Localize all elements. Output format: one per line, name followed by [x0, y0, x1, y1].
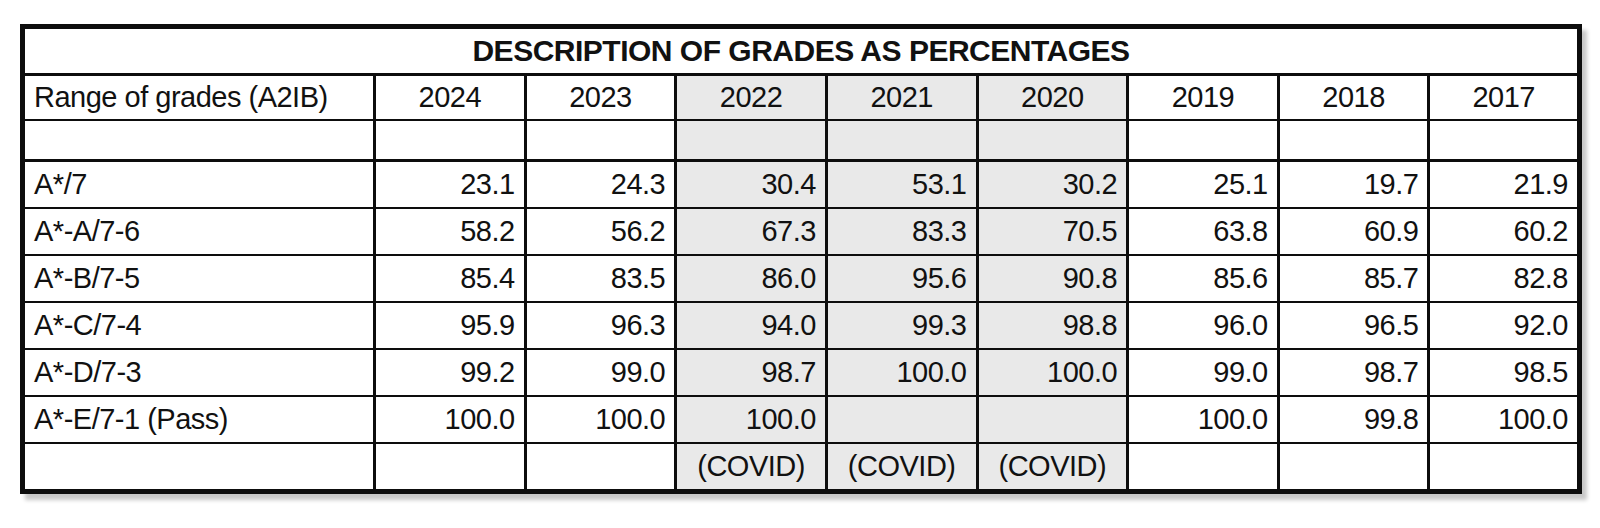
value-cell: 100.0	[375, 396, 526, 443]
value-cell: 63.8	[1128, 208, 1279, 255]
value-cell: 98.7	[676, 349, 827, 396]
value-cell	[826, 120, 977, 161]
value-cell	[1128, 443, 1279, 492]
value-cell: 83.3	[826, 208, 977, 255]
table-row: A*-E/7-1 (Pass)100.0100.0100.0100.099.81…	[23, 396, 1580, 443]
value-cell	[375, 120, 526, 161]
table-row: A*/723.124.330.453.130.225.119.721.9	[23, 161, 1580, 209]
covid-note-cell: (COVID)	[676, 443, 827, 492]
value-cell: 99.0	[525, 349, 676, 396]
spacer-row	[23, 120, 1580, 161]
value-cell: 100.0	[977, 349, 1128, 396]
value-cell: 85.6	[1128, 255, 1279, 302]
table-row: A*-D/7-399.299.098.7100.0100.099.098.798…	[23, 349, 1580, 396]
value-cell: 96.0	[1128, 302, 1279, 349]
value-cell: 56.2	[525, 208, 676, 255]
row-label	[23, 120, 375, 161]
value-cell: 30.2	[977, 161, 1128, 209]
value-cell: 53.1	[826, 161, 977, 209]
table-row: A*-C/7-495.996.394.099.398.896.096.592.0	[23, 302, 1580, 349]
value-cell	[525, 120, 676, 161]
year-header-2019: 2019	[1128, 75, 1279, 121]
value-cell: 85.4	[375, 255, 526, 302]
value-cell: 99.3	[826, 302, 977, 349]
row-label	[23, 443, 375, 492]
table-row: A*-B/7-585.483.586.095.690.885.685.782.8	[23, 255, 1580, 302]
value-cell: 100.0	[525, 396, 676, 443]
value-cell: 83.5	[525, 255, 676, 302]
value-cell: 100.0	[676, 396, 827, 443]
value-cell: 24.3	[525, 161, 676, 209]
value-cell	[1429, 120, 1580, 161]
value-cell	[977, 396, 1128, 443]
value-cell: 23.1	[375, 161, 526, 209]
row-label: A*-C/7-4	[23, 302, 375, 349]
value-cell: 95.6	[826, 255, 977, 302]
grades-percentages-table: DESCRIPTION OF GRADES AS PERCENTAGES Ran…	[20, 24, 1582, 494]
value-cell	[525, 443, 676, 492]
value-cell: 96.5	[1278, 302, 1429, 349]
value-cell: 60.9	[1278, 208, 1429, 255]
value-cell	[676, 120, 827, 161]
year-header-2021: 2021	[826, 75, 977, 121]
value-cell: 94.0	[676, 302, 827, 349]
value-cell: 19.7	[1278, 161, 1429, 209]
value-cell: 100.0	[826, 349, 977, 396]
table-title: DESCRIPTION OF GRADES AS PERCENTAGES	[23, 27, 1580, 75]
value-cell: 99.0	[1128, 349, 1279, 396]
year-header-2020: 2020	[977, 75, 1128, 121]
grades-table-body: DESCRIPTION OF GRADES AS PERCENTAGES Ran…	[23, 27, 1580, 492]
value-cell	[826, 396, 977, 443]
year-header-2024: 2024	[375, 75, 526, 121]
row-label: A*-E/7-1 (Pass)	[23, 396, 375, 443]
value-cell	[977, 120, 1128, 161]
note-row: (COVID)(COVID)(COVID)	[23, 443, 1580, 492]
year-header-2023: 2023	[525, 75, 676, 121]
value-cell: 70.5	[977, 208, 1128, 255]
covid-note-cell: (COVID)	[977, 443, 1128, 492]
value-cell: 58.2	[375, 208, 526, 255]
value-cell: 98.8	[977, 302, 1128, 349]
row-label: A*-A/7-6	[23, 208, 375, 255]
year-header-2022: 2022	[676, 75, 827, 121]
value-cell: 21.9	[1429, 161, 1580, 209]
table-row: A*-A/7-658.256.267.383.370.563.860.960.2	[23, 208, 1580, 255]
year-header-2017: 2017	[1429, 75, 1580, 121]
value-cell: 25.1	[1128, 161, 1279, 209]
value-cell: 98.7	[1278, 349, 1429, 396]
value-cell: 67.3	[676, 208, 827, 255]
value-cell: 98.5	[1429, 349, 1580, 396]
value-cell: 100.0	[1429, 396, 1580, 443]
value-cell: 90.8	[977, 255, 1128, 302]
value-cell	[375, 443, 526, 492]
value-cell	[1278, 443, 1429, 492]
row-label: A*-D/7-3	[23, 349, 375, 396]
value-cell: 60.2	[1429, 208, 1580, 255]
value-cell: 86.0	[676, 255, 827, 302]
value-cell: 99.2	[375, 349, 526, 396]
range-of-grades-header: Range of grades (A2IB)	[23, 75, 375, 121]
value-cell	[1278, 120, 1429, 161]
row-label: A*-B/7-5	[23, 255, 375, 302]
year-header-2018: 2018	[1278, 75, 1429, 121]
table-title-row: DESCRIPTION OF GRADES AS PERCENTAGES	[23, 27, 1580, 75]
value-cell: 95.9	[375, 302, 526, 349]
row-label: A*/7	[23, 161, 375, 209]
value-cell	[1128, 120, 1279, 161]
value-cell: 96.3	[525, 302, 676, 349]
value-cell	[1429, 443, 1580, 492]
value-cell: 100.0	[1128, 396, 1279, 443]
value-cell: 82.8	[1429, 255, 1580, 302]
value-cell: 30.4	[676, 161, 827, 209]
covid-note-cell: (COVID)	[826, 443, 977, 492]
value-cell: 85.7	[1278, 255, 1429, 302]
grades-sheet: DESCRIPTION OF GRADES AS PERCENTAGES Ran…	[20, 24, 1582, 494]
value-cell: 99.8	[1278, 396, 1429, 443]
value-cell: 92.0	[1429, 302, 1580, 349]
table-header-row: Range of grades (A2IB)202420232022202120…	[23, 75, 1580, 121]
